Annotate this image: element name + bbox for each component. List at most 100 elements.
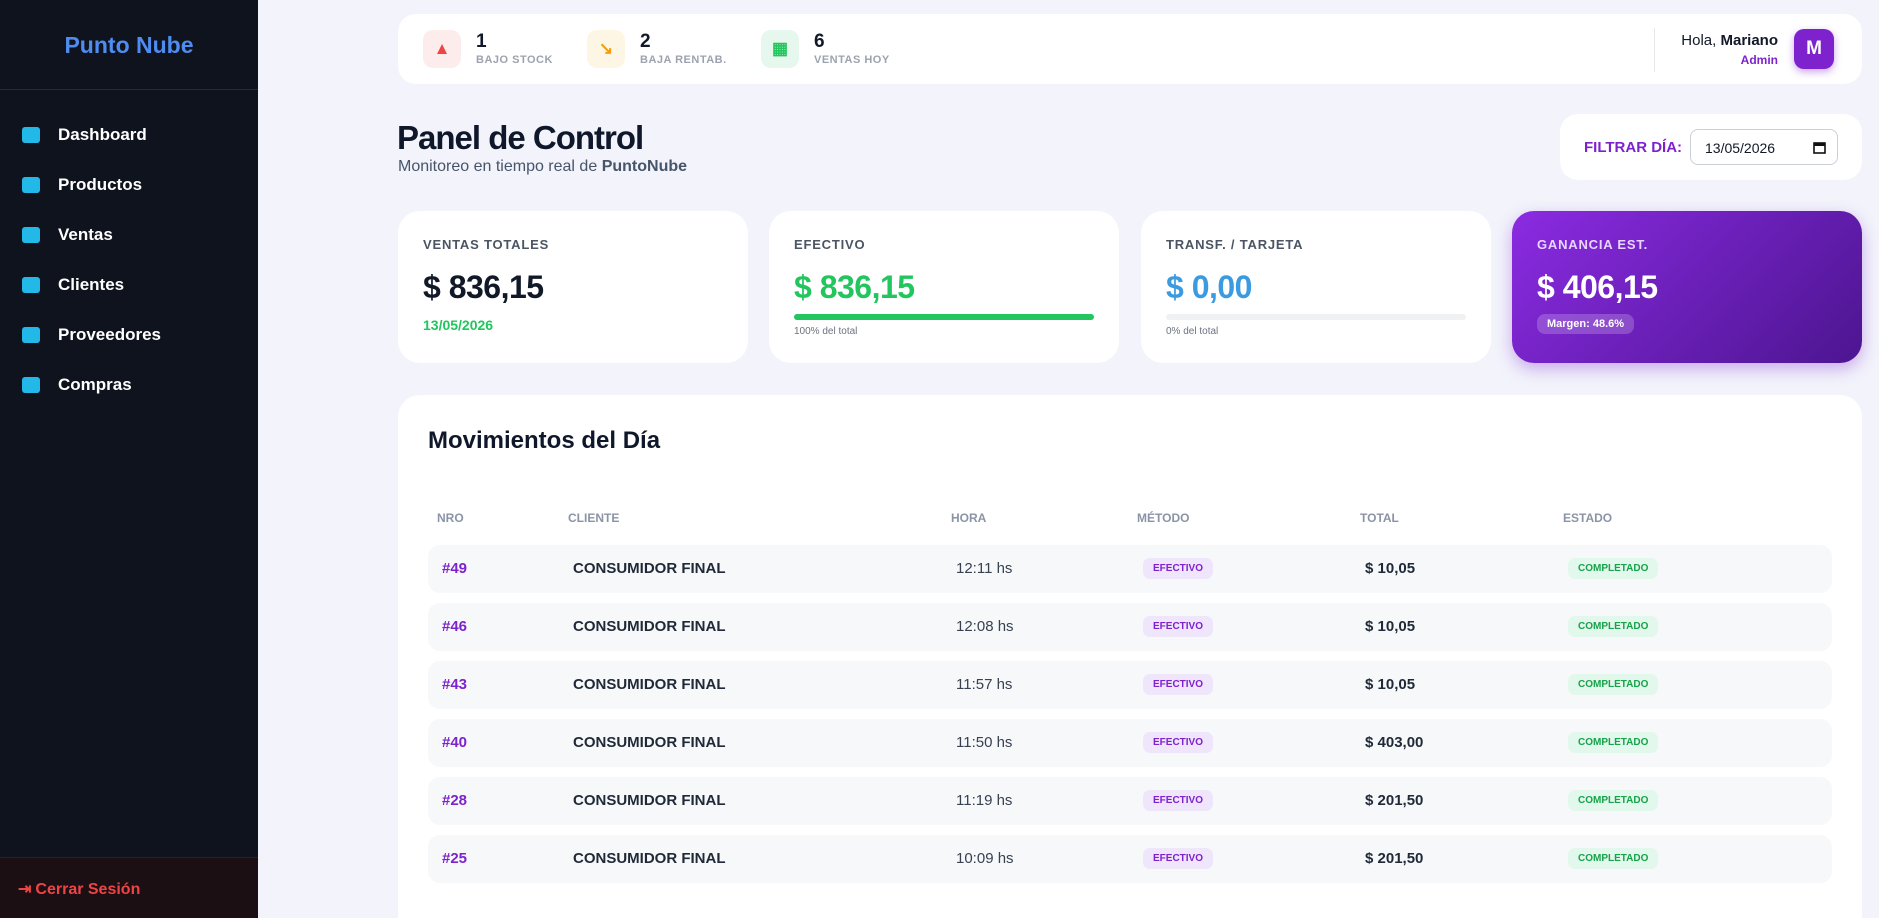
filter-card: FILTRAR DÍA: 13/05/2026 (1560, 114, 1862, 180)
table-cell: $ 10,05 (1365, 676, 1416, 693)
alert-label: VENTAS HOY (814, 54, 890, 66)
table-cell: #40 (442, 734, 468, 751)
table-cell: $ 10,05 (1365, 560, 1416, 577)
column-header: HORA (951, 511, 987, 525)
table-cell: EFECTIVO (1143, 558, 1214, 579)
table-cell: COMPLETADO (1568, 848, 1659, 869)
table-cell: COMPLETADO (1568, 790, 1659, 811)
table-cell: $ 403,00 (1365, 734, 1424, 751)
greeting-text: Hola, (1681, 32, 1717, 49)
table-cell: COMPLETADO (1568, 616, 1659, 637)
avatar[interactable]: M (1794, 29, 1834, 69)
kpi-note: 100% del total (794, 326, 858, 337)
nav-item[interactable]: Proveedores (58, 325, 161, 344)
alert-icon: ▲ (423, 30, 461, 68)
table-cell: #43 (442, 676, 468, 693)
table-cell: #28 (442, 792, 468, 809)
table-card: Movimientos del Día (398, 395, 1862, 918)
subtitle-text: Monitoreo en tiempo real de (398, 158, 598, 175)
table-cell: EFECTIVO (1143, 732, 1214, 753)
logout[interactable]: ⇥ Cerrar Sesión (18, 881, 141, 898)
kpi-card: GANANCIA EST. $ 406,15 Margen: 48.6% (1512, 211, 1862, 363)
column-header: TOTAL (1360, 511, 1399, 525)
alert-icon: ↘ (587, 30, 625, 68)
table-cell: $ 201,50 (1365, 850, 1424, 867)
column-header: CLIENTE (568, 511, 620, 525)
calendar-icon (1813, 142, 1826, 154)
progress-fill (794, 314, 1094, 320)
nav-item[interactable]: Productos (58, 175, 143, 194)
column-header: MÉTODO (1137, 511, 1190, 525)
table-cell: 11:19 hs (956, 792, 1013, 809)
table-row: #25 CONSUMIDOR FINAL 10:09 hs EFECTIVO $ 201… (428, 835, 1832, 883)
kpi-label: VENTAS TOTALES (423, 237, 550, 252)
logout-text: Cerrar Sesión (35, 881, 141, 898)
user-name: Mariano (1720, 32, 1778, 49)
table-cell: #46 (442, 618, 468, 635)
alert-count: 2 (640, 31, 651, 52)
nav-icon (22, 177, 40, 193)
divider (0, 89, 258, 90)
nav-icon (22, 127, 40, 143)
table-cell: $ 201,50 (1365, 792, 1424, 809)
kpi-note: 0% del total (1166, 326, 1219, 337)
nav-item[interactable]: Ventas (58, 225, 113, 244)
nav-item[interactable]: Compras (58, 375, 132, 394)
kpi-label: TRANSF. / TARJETA (1166, 237, 1304, 252)
table-cell: CONSUMIDOR FINAL (573, 734, 726, 751)
table-cell: $ 10,05 (1365, 618, 1416, 635)
kpi-label: EFECTIVO (794, 237, 866, 252)
table-cell: 12:08 hs (956, 618, 1014, 635)
nav-icon (22, 327, 40, 343)
table-row: #46 CONSUMIDOR FINAL 12:08 hs EFECTIVO $ 10,… (428, 603, 1832, 651)
nav-item[interactable]: Dashboard (58, 125, 147, 144)
table-cell: CONSUMIDOR FINAL (573, 792, 726, 809)
alert-label: BAJO STOCK (476, 54, 553, 66)
kpi-note: 13/05/2026 (423, 317, 494, 333)
table-row: #49 CONSUMIDOR FINAL 12:11 hs EFECTIVO $ 10,… (428, 545, 1832, 593)
table-cell: 12:11 hs (956, 560, 1013, 577)
kpi-label: GANANCIA EST. (1537, 237, 1649, 252)
table-title: Movimientos del Día (428, 427, 661, 454)
table-cell: 10:09 hs (956, 850, 1014, 867)
subtitle-brand: PuntoNube (601, 158, 688, 175)
filter-label: FILTRAR DÍA: (1584, 139, 1683, 156)
table-cell: CONSUMIDOR FINAL (573, 850, 726, 867)
nav-icon (22, 277, 40, 293)
table-cell: #49 (442, 560, 468, 577)
table-cell: EFECTIVO (1143, 616, 1214, 637)
kpi-note: Margen: 48.6% (1537, 314, 1635, 334)
table-cell: COMPLETADO (1568, 732, 1659, 753)
kpi-card: TRANSF. / TARJETA $ 0,00 0% del total (1141, 211, 1491, 363)
topbar: Hola, Mariano Admin M ▲ 1 BAJO STOCK ↘ 2 BAJA… (398, 14, 1862, 84)
alert-label: BAJA RENTAB. (640, 54, 727, 66)
user-role: Admin (1740, 53, 1778, 67)
separator (1654, 28, 1655, 72)
greeting: Hola, Mariano (1681, 32, 1778, 49)
logout-area: ⇥ Cerrar Sesión (0, 857, 258, 918)
table-row: #43 CONSUMIDOR FINAL 11:57 hs EFECTIVO $ 10,… (428, 661, 1832, 709)
kpi-card: EFECTIVO $ 836,15 100% del total (769, 211, 1119, 363)
table-cell: EFECTIVO (1143, 790, 1214, 811)
page-title: Panel de Control (397, 119, 644, 156)
page-subtitle: Monitoreo en tiempo real de PuntoNube (398, 158, 687, 176)
kpi-card: VENTAS TOTALES $ 836,15 13/05/2026 (398, 211, 748, 363)
kpi-value: $ 406,15 (1537, 269, 1658, 305)
nav-icon (22, 377, 40, 393)
column-header: NRO (437, 511, 464, 525)
table-cell: EFECTIVO (1143, 848, 1214, 869)
table-cell: COMPLETADO (1568, 558, 1659, 579)
table-cell: CONSUMIDOR FINAL (573, 618, 726, 635)
table-cell: COMPLETADO (1568, 674, 1659, 695)
table-row: #40 CONSUMIDOR FINAL 11:50 hs EFECTIVO $ 403… (428, 719, 1832, 767)
kpi-value: $ 0,00 (1166, 269, 1252, 305)
nav-item[interactable]: Clientes (58, 275, 125, 294)
nav-icon (22, 227, 40, 243)
table-cell: CONSUMIDOR FINAL (573, 676, 726, 693)
kpi-value: $ 836,15 (423, 269, 544, 305)
table-cell: #25 (442, 850, 468, 867)
table-cell: CONSUMIDOR FINAL (573, 560, 726, 577)
date-input[interactable]: 13/05/2026 (1690, 129, 1838, 165)
alert-count: 6 (814, 31, 825, 52)
